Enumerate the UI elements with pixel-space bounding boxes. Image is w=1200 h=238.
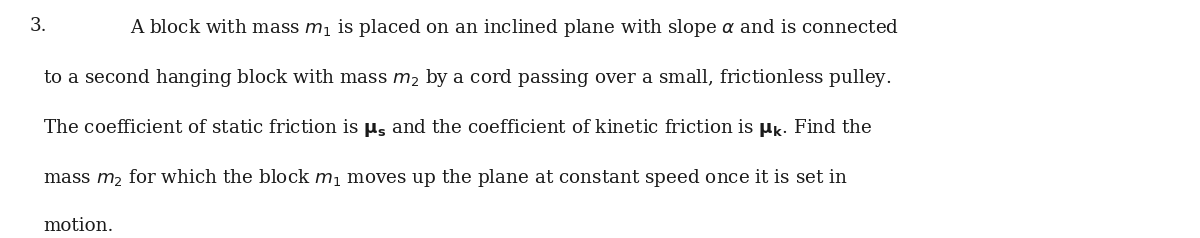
Text: The coefficient of static friction is $\mathbf{\mu_s}$ and the coefficient of ki: The coefficient of static friction is $\… (43, 117, 872, 139)
Text: 3.: 3. (30, 17, 48, 35)
Text: motion.: motion. (43, 217, 114, 235)
Text: to a second hanging block with mass $\mathbf{\mathit{m_2}}$ by a cord passing ov: to a second hanging block with mass $\ma… (43, 67, 892, 89)
Text: mass $\mathbf{\mathit{m_2}}$ for which the block $m_1$ moves up the plane at con: mass $\mathbf{\mathit{m_2}}$ for which t… (43, 167, 848, 188)
Text: A block with mass $\mathbf{\mathit{m_1}}$ is placed on an inclined plane with sl: A block with mass $\mathbf{\mathit{m_1}}… (130, 17, 899, 39)
